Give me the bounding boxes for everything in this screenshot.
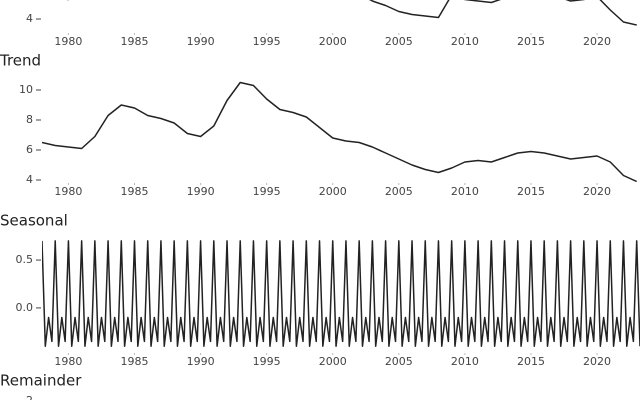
series-line: [42, 81, 638, 183]
x-tick-label: 1995: [253, 35, 281, 48]
x-tick-label: 2010: [451, 355, 479, 368]
x-tick-label: 1985: [121, 35, 149, 48]
x-tick-label: 2020: [583, 35, 611, 48]
y-tick-label: 8: [26, 113, 33, 126]
x-tick-label: 1980: [54, 355, 82, 368]
series-line: [66, 0, 637, 26]
x-tick-label: 2020: [583, 355, 611, 368]
x-tick-label: 1995: [253, 355, 281, 368]
y-tick-label: 6: [26, 143, 33, 156]
y-tick-label: 4: [26, 173, 33, 186]
x-tick-label: 1985: [121, 185, 149, 198]
x-tick-label: 1990: [187, 355, 215, 368]
x-tick-label: 2015: [517, 35, 545, 48]
x-tick-label: 1980: [54, 35, 82, 48]
x-tick-label: 1995: [253, 185, 281, 198]
panel-title: Remainder: [0, 372, 82, 390]
panel-title: Trend: [0, 52, 41, 70]
x-tick-label: 2015: [517, 185, 545, 198]
x-tick-label: 2005: [385, 35, 413, 48]
x-tick-label: 1990: [187, 35, 215, 48]
x-tick-label: 2020: [583, 185, 611, 198]
x-tick-label: 2000: [319, 185, 347, 198]
x-tick-label: 2015: [517, 355, 545, 368]
x-tick-label: 2005: [385, 355, 413, 368]
x-tick-label: 2010: [451, 35, 479, 48]
y-tick-label: 4: [26, 12, 33, 25]
x-tick-label: 1980: [54, 185, 82, 198]
y-tick-label: 2: [26, 394, 33, 400]
y-tick-label: 0.0: [16, 301, 34, 314]
panel-title: Seasonal: [0, 212, 68, 230]
series-line: [42, 240, 640, 347]
x-tick-label: 1985: [121, 355, 149, 368]
x-tick-label: 2005: [385, 185, 413, 198]
x-tick-label: 1990: [187, 185, 215, 198]
x-tick-label: 2010: [451, 185, 479, 198]
y-tick-label: 10: [19, 83, 33, 96]
y-tick-label: 0.5: [16, 253, 34, 266]
x-tick-label: 2000: [319, 35, 347, 48]
x-tick-label: 2000: [319, 355, 347, 368]
